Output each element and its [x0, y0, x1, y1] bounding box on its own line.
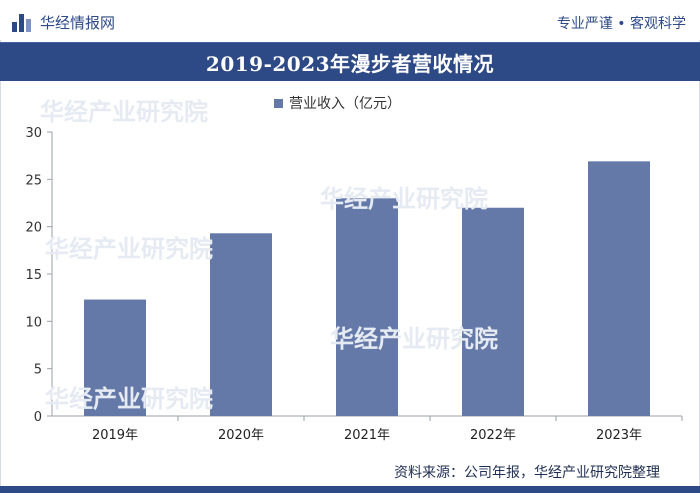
bar [588, 161, 650, 416]
bar-chart: 营业收入（亿元） 0 5 10 15 20 25 30 2019年 2020年 2021年 2022年… [25, 96, 683, 443]
watermark-text: 华经产业研究院 [40, 98, 208, 126]
y-tick-label: 25 [25, 173, 42, 188]
x-tick-label: 2021年 [344, 428, 390, 443]
source-note: 资料来源：公司年报，华经产业研究院整理 [394, 465, 660, 481]
watermark-text: 华经产业研究院 [320, 185, 488, 213]
header-bar: 华经情报网 专业严谨 • 客观科学 [0, 0, 700, 40]
chart-area: 华经产业研究院 华经产业研究院 华经产业研究院 华经产业研究院 华经产业研究院 … [0, 84, 700, 456]
watermark-text: 华经产业研究院 [45, 385, 213, 413]
title-bar: 2019-2023年漫步者营收情况 [0, 42, 700, 81]
bar [462, 207, 524, 416]
bar [84, 299, 146, 416]
legend-swatch [274, 99, 283, 108]
x-tick-label: 2022年 [470, 428, 516, 443]
y-tick-label: 5 [34, 363, 42, 378]
watermark-text: 华经产业研究院 [330, 325, 498, 353]
bar [336, 198, 398, 416]
legend-label: 营业收入（亿元） [289, 96, 401, 112]
bar-chart-icon [12, 13, 34, 32]
chart-title: 2019-2023年漫步者营收情况 [205, 51, 495, 76]
y-tick-label: 10 [25, 315, 42, 330]
y-tick-label: 0 [34, 410, 42, 425]
y-tick-label: 20 [25, 221, 42, 236]
brand-name: 华经情报网 [40, 14, 116, 32]
bar [210, 233, 272, 416]
y-tick-label: 30 [25, 126, 42, 141]
bottom-rule [0, 486, 700, 493]
x-tick-label: 2020年 [218, 428, 264, 443]
header-slogan: 专业严谨 • 客观科学 [556, 16, 686, 32]
x-tick-label: 2019年 [92, 428, 138, 443]
x-tick-label: 2023年 [596, 428, 642, 443]
y-tick-label: 15 [25, 268, 42, 283]
watermark-text: 华经产业研究院 [45, 235, 213, 263]
brand-logo: 华经情报网 [12, 12, 115, 33]
